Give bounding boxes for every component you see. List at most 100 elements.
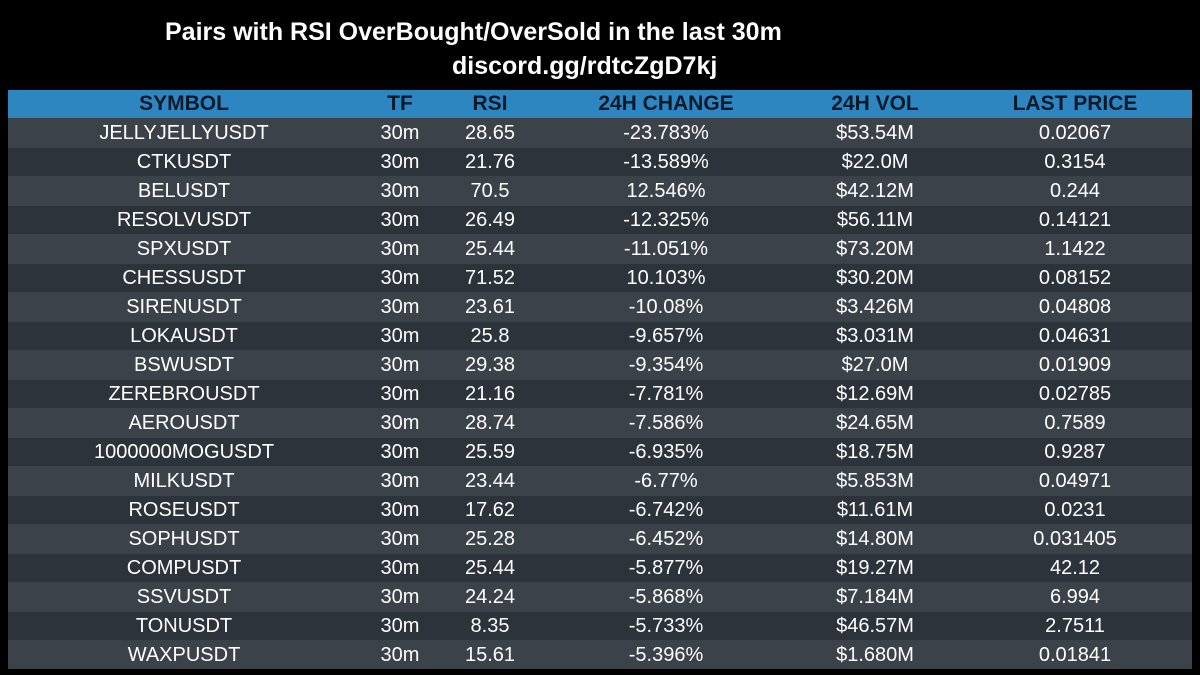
cell-last-price: 0.244 [1049,179,1101,202]
cell-24h-vol: $42.12M [836,179,914,202]
cell-tf: 30m [380,237,420,260]
table-row: SIRENUSDT 30m 23.61 -10.08% $3.426M 0.04808 [8,292,1192,321]
table-row: AEROUSDT 30m 28.74 -7.586% $24.65M 0.7589 [8,408,1192,437]
cell-24h-vol: $18.75M [836,440,914,463]
cell-last-price: 0.031405 [1033,527,1117,550]
cell-24h-change: -11.051% [623,237,709,260]
cell-symbol: CHESSUSDT [122,266,246,289]
cell-tf: 30m [380,382,420,405]
cell-rsi: 25.28 [464,527,516,550]
table-row: MILKUSDT 30m 23.44 -6.77% $5.853M 0.04971 [8,466,1192,495]
cell-rsi: 26.49 [464,208,516,231]
cell-last-price: 0.9287 [1044,440,1106,463]
cell-24h-change: -10.08% [628,295,704,318]
cell-symbol: WAXPUSDT [127,643,241,666]
cell-symbol: AEROUSDT [128,411,240,434]
table-row: TONUSDT 30m 8.35 -5.733% $46.57M 2.7511 [8,611,1192,640]
cell-24h-change: -7.586% [628,411,704,434]
cell-rsi: 21.16 [464,382,516,405]
cell-24h-change: -6.742% [628,498,704,521]
cell-symbol: JELLYJELLYUSDT [99,121,269,144]
cell-24h-change: -23.783% [623,121,709,144]
column-header-rsi: RSI [472,92,508,115]
cell-last-price: 0.14121 [1038,208,1112,231]
table-body: JELLYJELLYUSDT 30m 28.65 -23.783% $53.54M 0.0… [8,118,1192,669]
cell-rsi: 25.8 [470,324,510,347]
cell-last-price: 0.3154 [1044,150,1106,173]
table-row: ZEREBROUSDT 30m 21.16 -7.781% $12.69M 0.02785 [8,379,1192,408]
cell-24h-vol: $14.80M [836,527,914,550]
cell-tf: 30m [380,556,420,579]
cell-tf: 30m [380,585,420,608]
table-row: SPXUSDT 30m 25.44 -11.051% $73.20M 1.1422 [8,234,1192,263]
cell-symbol: MILKUSDT [133,469,235,492]
table-row: SOPHUSDT 30m 25.28 -6.452% $14.80M 0.031405 [8,524,1192,553]
cell-tf: 30m [380,527,420,550]
cell-symbol: CTKUSDT [136,150,232,173]
cell-last-price: 0.02067 [1038,121,1112,144]
cell-24h-change: 12.546% [626,179,706,202]
cell-24h-vol: $30.20M [836,266,914,289]
cell-last-price: 0.7589 [1044,411,1106,434]
cell-24h-vol: $5.853M [836,469,914,492]
cell-24h-change: -5.733% [628,614,704,637]
cell-rsi: 17.62 [464,498,516,521]
cell-24h-change: -6.452% [628,527,704,550]
cell-last-price: 6.994 [1049,585,1101,608]
cell-rsi: 71.52 [464,266,516,289]
cell-rsi: 25.44 [464,556,516,579]
cell-24h-vol: $3.031M [836,324,914,347]
cell-24h-vol: $22.0M [841,150,909,173]
cell-symbol: BELUSDT [137,179,231,202]
cell-tf: 30m [380,324,420,347]
column-header-tf: TF [387,92,413,115]
cell-24h-vol: $3.426M [836,295,914,318]
cell-symbol: 1000000MOGUSDT [93,440,275,463]
cell-symbol: LOKAUSDT [130,324,238,347]
cell-24h-change: -12.325% [623,208,709,231]
cell-24h-change: -13.589% [623,150,709,173]
cell-24h-vol: $73.20M [836,237,914,260]
cell-rsi: 15.61 [464,643,516,666]
cell-rsi: 21.76 [464,150,516,173]
page-title: Pairs with RSI OverBought/OverSold in th… [165,18,782,46]
cell-tf: 30m [380,614,420,637]
cell-tf: 30m [380,150,420,173]
cell-24h-vol: $1.680M [836,643,914,666]
table-row: WAXPUSDT 30m 15.61 -5.396% $1.680M 0.01841 [8,640,1192,669]
cell-last-price: 0.02785 [1038,382,1112,405]
column-header-24h-change: 24H CHANGE [598,92,734,115]
cell-last-price: 0.08152 [1038,266,1112,289]
table-row: COMPUSDT 30m 25.44 -5.877% $19.27M 42.12 [8,553,1192,582]
cell-tf: 30m [380,121,420,144]
cell-last-price: 0.0231 [1044,498,1106,521]
cell-24h-vol: $46.57M [836,614,914,637]
cell-last-price: 0.01841 [1038,643,1112,666]
cell-24h-change: 10.103% [626,266,706,289]
cell-tf: 30m [380,179,420,202]
table-row: ROSEUSDT 30m 17.62 -6.742% $11.61M 0.0231 [8,495,1192,524]
cell-24h-vol: $27.0M [841,353,909,376]
cell-24h-change: -7.781% [628,382,704,405]
cell-24h-change: -6.935% [628,440,704,463]
table-row: CTKUSDT 30m 21.76 -13.589% $22.0M 0.3154 [8,147,1192,176]
table-header-row: SYMBOL TF RSI 24H CHANGE 24H VOL LAST PR… [8,90,1192,118]
cell-24h-vol: $7.184M [836,585,914,608]
table-row: CHESSUSDT 30m 71.52 10.103% $30.20M 0.08152 [8,263,1192,292]
cell-symbol: RESOLVUSDT [116,208,252,231]
cell-tf: 30m [380,411,420,434]
cell-last-price: 0.04808 [1038,295,1112,318]
cell-24h-vol: $19.27M [836,556,914,579]
table-row: BELUSDT 30m 70.5 12.546% $42.12M 0.244 [8,176,1192,205]
cell-rsi: 8.35 [470,614,510,637]
table-row: SSVUSDT 30m 24.24 -5.868% $7.184M 6.994 [8,582,1192,611]
cell-rsi: 28.65 [464,121,516,144]
cell-symbol: COMPUSDT [126,556,242,579]
cell-symbol: TONUSDT [135,614,233,637]
cell-last-price: 42.12 [1049,556,1101,579]
cell-symbol: SIRENUSDT [126,295,242,318]
cell-last-price: 2.7511 [1045,614,1105,637]
table-row: RESOLVUSDT 30m 26.49 -12.325% $56.11M 0.14121 [8,205,1192,234]
discord-link: discord.gg/rdtcZgD7kj [452,52,718,80]
cell-symbol: ROSEUSDT [128,498,240,521]
